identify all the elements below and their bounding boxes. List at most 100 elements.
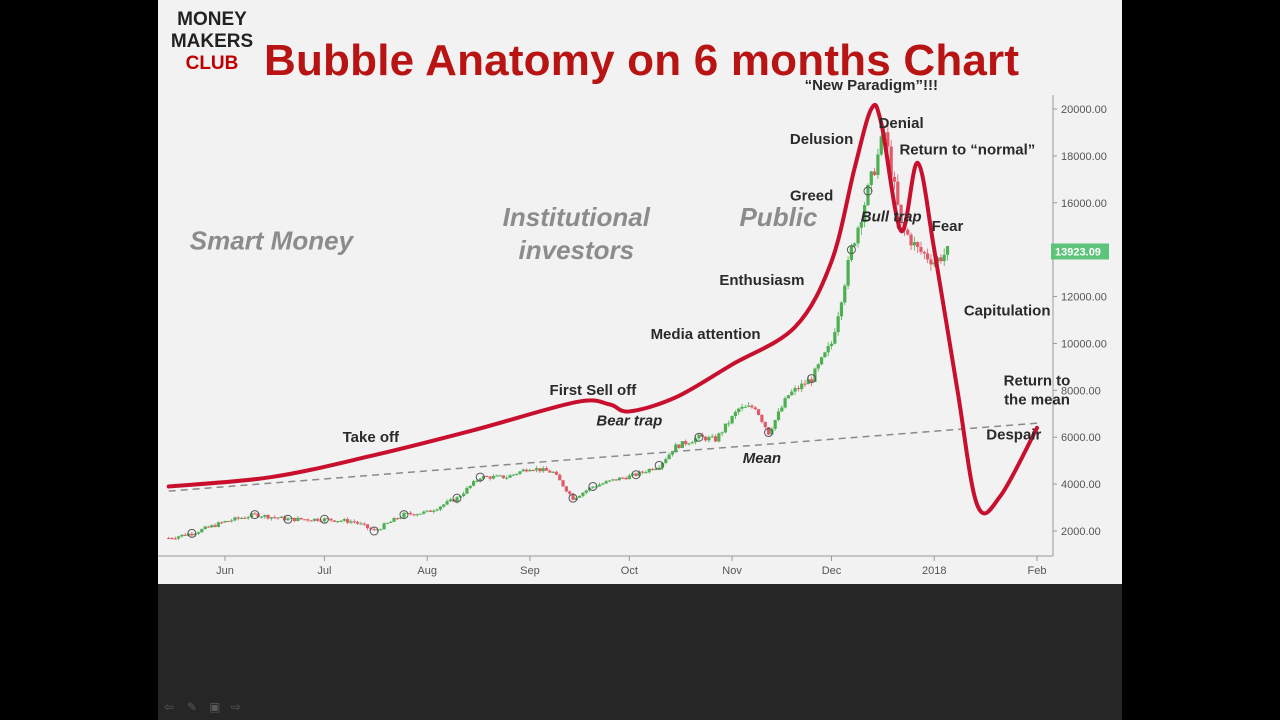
candle-body (515, 473, 519, 475)
candle-body (720, 432, 724, 434)
candle-body (210, 525, 214, 528)
x-tick-label: Oct (621, 565, 638, 577)
candle-body (892, 176, 897, 182)
candle-body (873, 171, 877, 176)
candle-body (942, 254, 946, 262)
back-icon[interactable]: ⇦ (164, 700, 175, 714)
candle-body (481, 476, 486, 479)
candle-body (829, 343, 834, 346)
candle-body (415, 514, 419, 516)
candle-body (432, 510, 436, 512)
candle-body (813, 368, 817, 382)
candle-body (531, 469, 535, 471)
bubble-curve (166, 102, 1039, 516)
candle-body (455, 497, 459, 502)
candle-body (230, 520, 234, 522)
candle-body (246, 517, 250, 519)
x-tick-label: Sep (520, 565, 540, 577)
candle-body (624, 477, 628, 480)
annotation-label: Return to (1004, 373, 1071, 390)
candle-body (402, 512, 406, 518)
candle-body (302, 519, 307, 521)
candle-body (621, 477, 625, 479)
annotation-label: Despair (986, 427, 1041, 444)
x-tick-label: Jul (317, 565, 331, 577)
candle-body (316, 518, 320, 521)
candle-body (352, 521, 356, 523)
candle-body (309, 520, 313, 522)
candle-body (289, 517, 293, 519)
candle-body (425, 510, 429, 512)
candle-body (365, 524, 370, 529)
annotation-label: First Sell off (550, 382, 638, 399)
price-marker (694, 432, 704, 442)
candle-body (491, 476, 496, 479)
logo-line-makers: MAKERS (170, 31, 254, 52)
price-marker (807, 374, 817, 384)
price-marker (283, 514, 293, 524)
candle-body (617, 477, 621, 481)
candle-body (511, 474, 515, 476)
candle-body (710, 436, 714, 438)
slide-title: Bubble Anatomy on 6 months Chart (264, 36, 1020, 85)
candle-body (498, 475, 502, 477)
candle-body (823, 352, 827, 358)
candle-body (382, 523, 386, 530)
candle-body (206, 526, 211, 528)
screen-icon[interactable]: ▣ (209, 700, 221, 714)
candle-body (833, 332, 837, 344)
annotation-label: Denial (879, 115, 924, 132)
logo-line-club: CLUB (185, 53, 239, 74)
candle-body (849, 246, 853, 261)
y-tick-label: 18000.00 (1061, 151, 1107, 163)
forward-icon[interactable]: ⇨ (231, 700, 242, 714)
price-marker (568, 493, 578, 503)
candle-body (200, 529, 204, 533)
candle-body (293, 517, 297, 522)
candle-body (743, 406, 747, 408)
candle-body (766, 427, 771, 435)
pen-icon[interactable]: ✎ (187, 700, 198, 714)
candle-body (561, 480, 565, 487)
bubble-chart: 2000.00 4000.00 6000.00 8000.00 10000.00 1200… (158, 77, 1109, 577)
candle-body (445, 501, 449, 505)
candle-body (647, 468, 651, 473)
candle-body (773, 419, 777, 429)
x-tick-label: Aug (417, 565, 437, 577)
candle-body (597, 484, 602, 487)
annotation-label: the mean (1004, 391, 1070, 408)
candle-body (475, 480, 479, 482)
annotation-label: Return to “normal” (899, 142, 1035, 159)
candle-body (816, 364, 820, 369)
candle-body (906, 229, 910, 235)
candle-body (568, 491, 572, 494)
candle-body (392, 518, 396, 522)
candle-body (763, 421, 767, 428)
x-tick-label: Jun (216, 565, 234, 577)
y-tick-label: 12000.00 (1061, 292, 1107, 304)
candle-body (644, 472, 648, 474)
trend-line (168, 422, 1038, 492)
y-tick-label: 10000.00 (1061, 338, 1107, 350)
candle-body (800, 383, 804, 390)
price-marker (319, 514, 329, 524)
candle-body (680, 441, 684, 448)
annotation-label: Mean (743, 450, 781, 467)
candle-body (339, 520, 343, 522)
candle-body (945, 246, 950, 255)
candle-body (465, 487, 469, 494)
candle-body (236, 517, 240, 519)
candle-body (627, 475, 631, 480)
candle-body (385, 522, 389, 524)
candle-body (750, 405, 754, 408)
annotation-label: Capitulation (964, 302, 1051, 319)
candle-body (819, 357, 824, 365)
candle-body (723, 423, 728, 433)
candle-body (932, 262, 936, 265)
annotation-label: Fear (932, 218, 964, 235)
candle-body (919, 247, 923, 252)
candle-body (269, 517, 273, 519)
candle-body (495, 475, 499, 477)
candle-body (306, 519, 310, 521)
candle-body (810, 379, 814, 382)
